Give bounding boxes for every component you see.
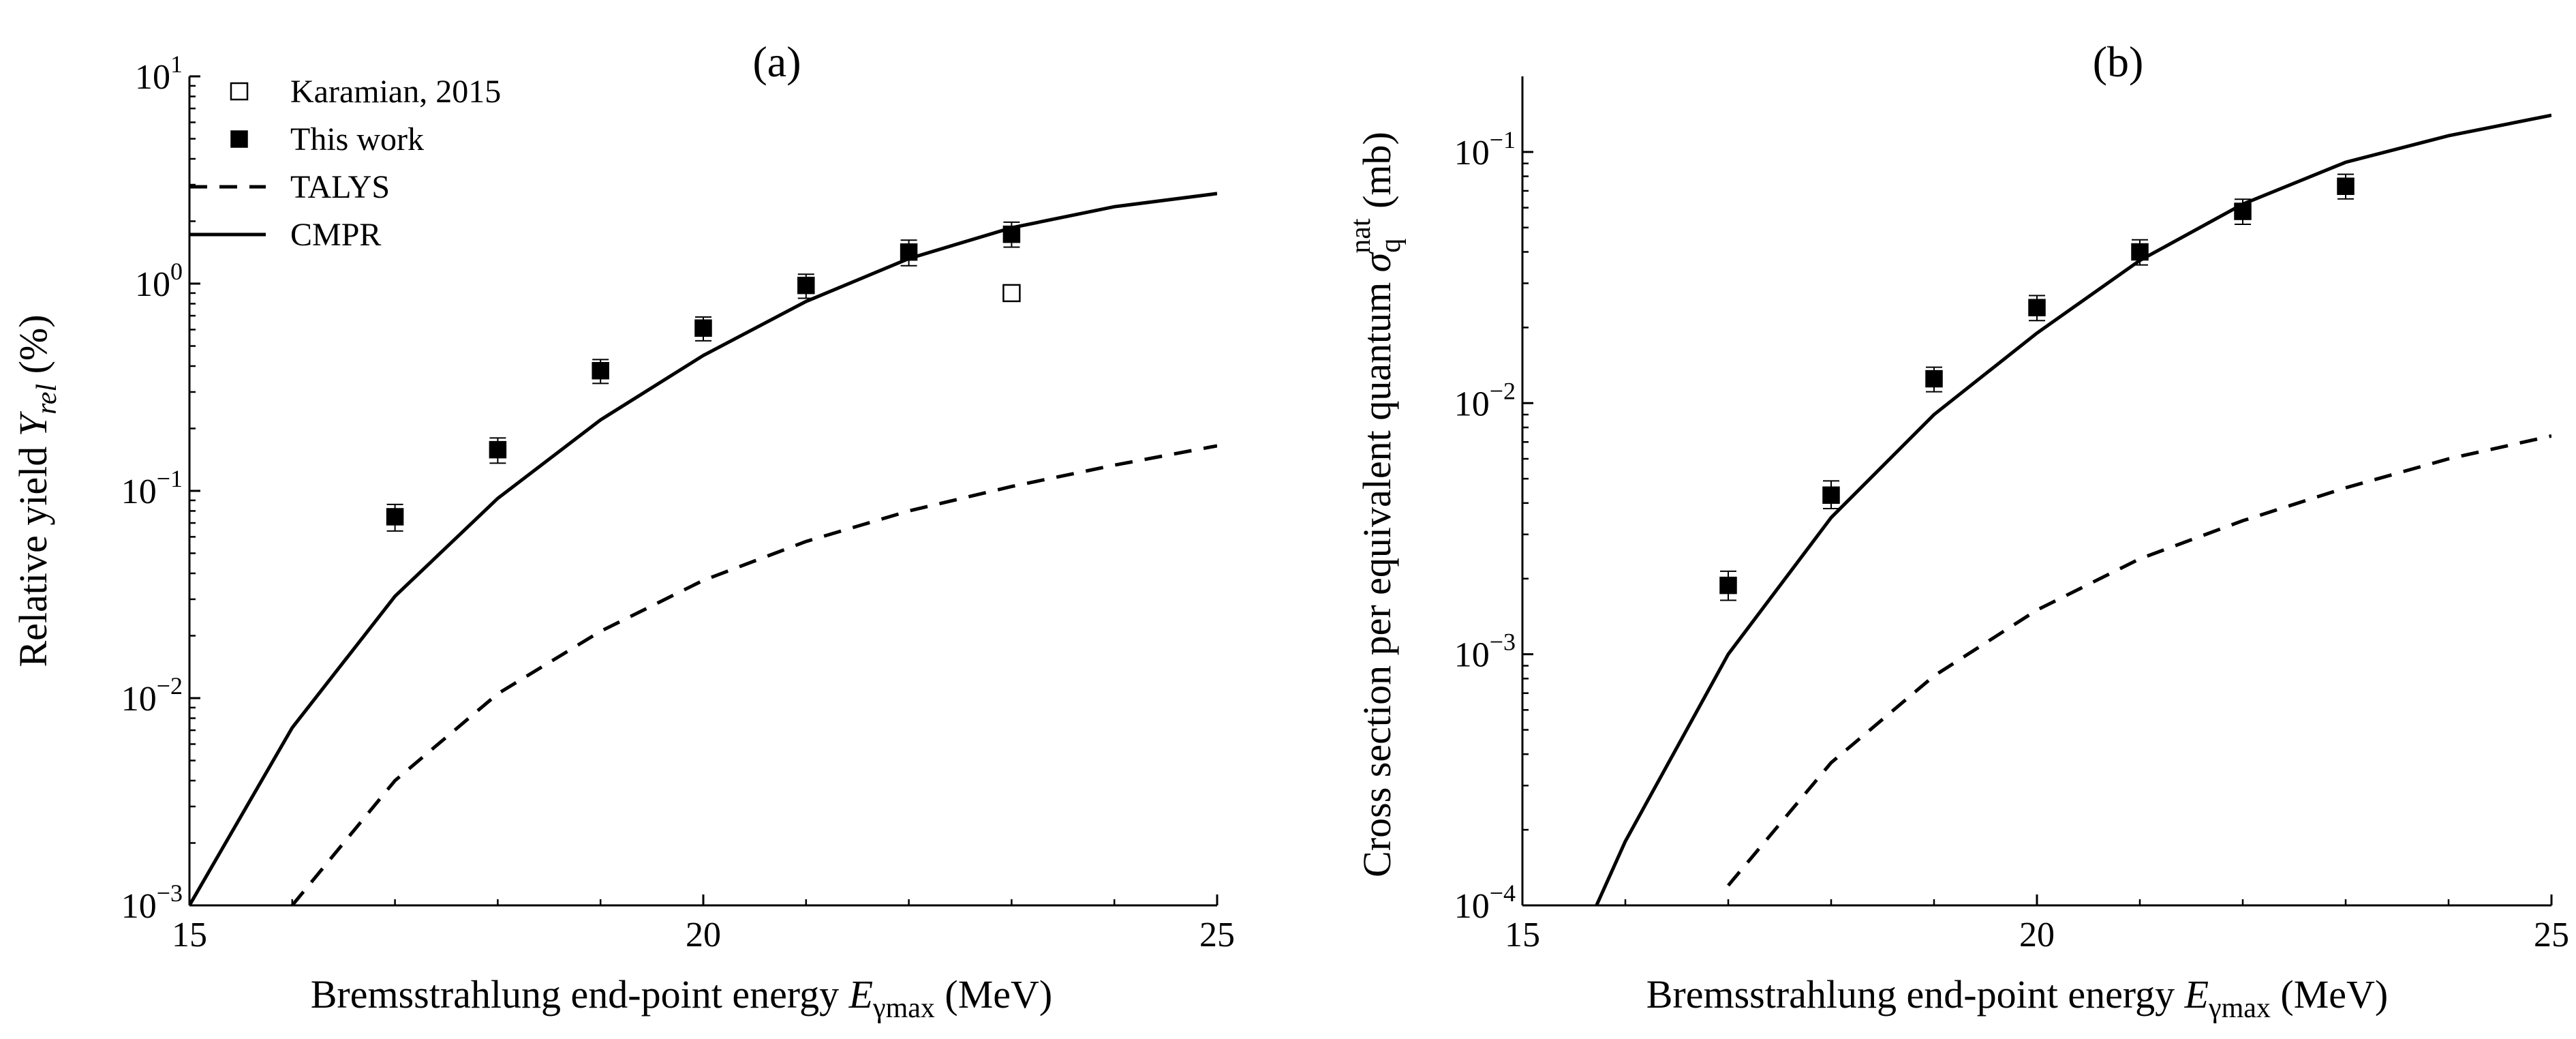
legend-label-talys: TALYS — [290, 169, 390, 205]
panel-label: (a) — [752, 37, 801, 86]
x-axis-label: Bremsstrahlung end-point energy Eγmax (M… — [311, 972, 1052, 1024]
y-tick-label-exponent: −2 — [1490, 377, 1516, 404]
x-tick-label: 20 — [2019, 916, 2055, 954]
legend-swatch-this-work — [230, 130, 248, 148]
data-point-this-work — [797, 276, 815, 295]
x-axis-label-text: Bremsstrahlung end-point energy — [311, 972, 849, 1017]
y-tick-label-exponent: −3 — [157, 879, 183, 907]
y-tick-label-exponent: 1 — [170, 50, 183, 78]
data-point-this-work — [694, 319, 712, 337]
y-axis-label: Cross section per equivalent quantum σqn… — [1345, 132, 1407, 877]
y-tick-label: 10−2 — [1454, 377, 1516, 423]
y-tick-label-base: 10 — [1454, 887, 1490, 926]
panel-label: (b) — [2093, 37, 2144, 86]
y-axis-label: Relative yield Yrel (%) — [11, 314, 63, 667]
y-tick-label-exponent: −1 — [1490, 126, 1516, 153]
y-tick-label: 10−4 — [1454, 879, 1516, 926]
y-tick-label: 100 — [135, 258, 183, 304]
x-tick-label: 15 — [1505, 916, 1540, 954]
y-tick-label-base: 10 — [1454, 385, 1490, 423]
plot-area — [189, 192, 1217, 905]
data-point-this-work — [489, 440, 507, 459]
x-axis-label-unit: (MeV) — [935, 972, 1052, 1017]
y-tick-label: 10−2 — [121, 672, 183, 719]
x-axis-label-unit: (MeV) — [2271, 972, 2388, 1017]
y-tick-label-base: 10 — [1454, 134, 1490, 172]
y-axis-label-subscript: q — [1375, 239, 1407, 253]
y-axis-label-unit: (mb) — [1355, 132, 1399, 218]
y-tick-label-exponent: 0 — [170, 258, 183, 285]
y-axis-label-variable: σ — [1355, 251, 1399, 272]
y-tick-label-base: 10 — [1454, 636, 1490, 675]
y-tick-label-base: 10 — [135, 265, 170, 304]
x-tick-label: 20 — [686, 916, 721, 954]
data-point-karamian-2015 — [1002, 284, 1021, 303]
y-tick-label: 10−3 — [1454, 629, 1516, 675]
x-tick-label: 25 — [2534, 916, 2569, 954]
y-tick-label-base: 10 — [121, 472, 157, 511]
y-tick-label: 10−3 — [121, 879, 183, 926]
y-tick-label-base: 10 — [121, 887, 157, 926]
legend-label-karamian-2015: Karamian, 2015 — [290, 74, 501, 110]
y-tick-label-exponent: −4 — [1490, 879, 1516, 907]
x-axis-label-variable: E — [848, 972, 873, 1017]
data-point-series — [1925, 370, 1943, 388]
y-tick-label-exponent: −1 — [157, 465, 183, 492]
series-line-talys — [290, 444, 1217, 905]
x-axis-label-variable: E — [2184, 972, 2209, 1017]
data-point-series — [2028, 299, 2046, 316]
data-point-series — [1822, 486, 1840, 505]
data-point-series — [2337, 177, 2355, 195]
series-line-solid — [1595, 113, 2551, 905]
y-axis-label-subscript: rel — [31, 384, 63, 415]
y-axis-label-unit: (%) — [11, 314, 55, 383]
plot-area — [1595, 113, 2551, 905]
legend-swatch-karamian-2015 — [230, 82, 249, 101]
data-point-series — [2131, 243, 2149, 261]
x-tick-label: 25 — [1199, 916, 1235, 954]
y-tick-label-base: 10 — [121, 680, 157, 719]
data-point-series — [1719, 576, 1737, 594]
y-axis-label-variable: Y — [11, 410, 55, 436]
x-axis-label-subscript: γmax — [2208, 993, 2271, 1024]
series-line-dashed — [1727, 434, 2551, 887]
y-tick-label: 10−1 — [1454, 126, 1516, 172]
y-tick-label-exponent: −2 — [157, 672, 183, 699]
y-axis-label-superscript: nat — [1345, 218, 1377, 254]
x-axis-label: Bremsstrahlung end-point energy Eγmax (M… — [1646, 972, 2388, 1024]
legend-label-this-work: This work — [290, 121, 424, 157]
series-line-cmpr — [189, 192, 1217, 905]
y-tick-label-exponent: −3 — [1490, 629, 1516, 656]
data-point-this-work — [386, 508, 404, 526]
x-axis-label-subscript: γmax — [872, 993, 935, 1024]
legend-label-cmpr: CMPR — [290, 217, 381, 253]
y-tick-label: 101 — [135, 50, 183, 97]
y-tick-label: 10−1 — [121, 465, 183, 511]
chart-panel-b: 15 20 2510−410−310−210−1(b)Bremsstrahlung … — [1345, 37, 2569, 1024]
data-point-this-work — [592, 361, 609, 380]
y-axis-label-text: Relative yield — [11, 436, 55, 667]
y-axis-label-text: Cross section per equivalent quantum — [1355, 272, 1399, 877]
x-tick-label: 15 — [172, 916, 207, 954]
x-axis-label-text: Bremsstrahlung end-point energy — [1646, 972, 2185, 1017]
y-tick-label-base: 10 — [135, 58, 170, 97]
